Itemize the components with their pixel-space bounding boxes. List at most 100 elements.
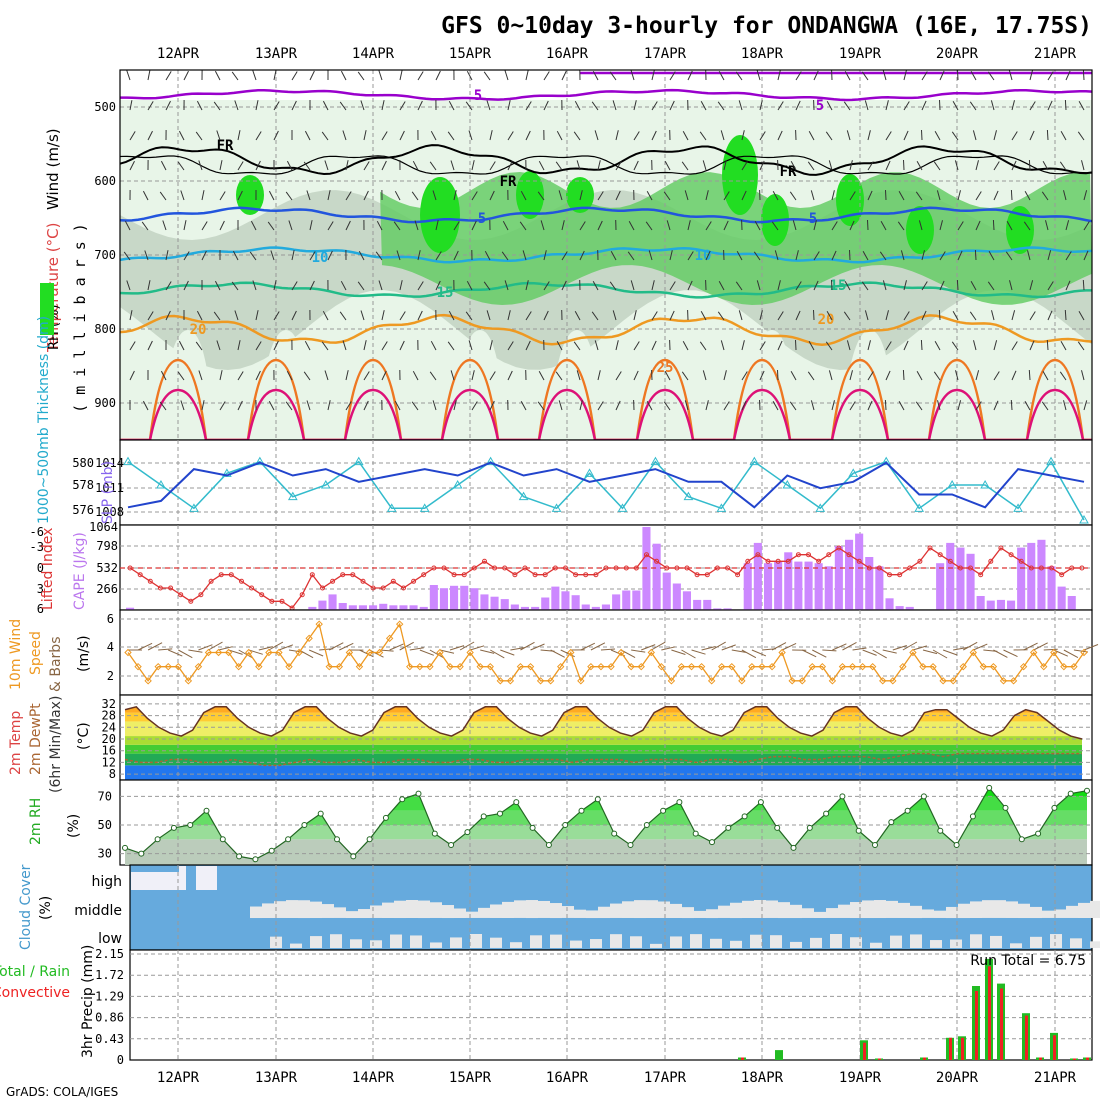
wind-barb [993,340,998,351]
tick-label: 0 [117,1053,124,1067]
wind-barb [137,642,153,651]
rh-point [317,810,324,817]
wind-barb [288,220,293,231]
cloud-cell [586,910,598,919]
wind-barb [357,281,365,291]
wind10-label-1: 10m Wind [8,619,24,690]
wind-barb [450,370,455,381]
cape-bar [845,539,854,610]
rh-point [236,853,243,860]
rh-point [855,827,862,834]
wind-barb [882,280,887,291]
wind-barb [1081,370,1085,381]
wind-barb [525,280,529,291]
wind-barb [756,70,761,81]
wind-barb [795,250,799,261]
rh-point [1035,830,1042,837]
wind-speed-point [657,662,666,671]
wind-barb [304,340,311,351]
rh-point [187,822,194,828]
cloud-cell [1066,905,1078,918]
lifted-index-point [947,558,953,564]
wind-barb [237,190,243,201]
wind-barb [612,310,617,321]
wind-barb [201,250,207,261]
wind-barb [399,641,414,651]
lifted-index-line [129,547,1082,609]
cloud-cell [1054,909,1066,918]
date-label-bottom: 16APR [546,1070,589,1086]
wind-barb [849,220,855,231]
wind-barb [520,400,527,411]
cloud-cell [646,900,658,918]
cape-bar [520,606,529,610]
wind-barb [1029,280,1034,291]
wind-barb [255,160,261,171]
precip-conv-bar [961,1037,964,1060]
contour-label: 25 [657,360,674,376]
wind-barb [417,310,423,321]
thickness-line [127,460,1085,521]
wind-speed-point [395,620,404,628]
wind-barb [231,71,239,81]
wind-barb [507,160,513,171]
wind-barb [520,641,535,651]
cape-bar [328,594,337,610]
wind-barb [648,250,653,261]
lifted-index-point [917,558,923,564]
wind-barb [936,190,941,201]
lifted-index-point [573,572,579,578]
wind-barb [682,130,689,141]
thickness-point [353,456,364,466]
cloud-cell [550,934,562,949]
wind-barb [237,130,241,141]
lifted-index-point [846,552,852,558]
contour-label: FR [217,138,234,154]
wind-barb [771,221,779,231]
wind-barb [255,310,259,321]
wind-barb [597,401,604,411]
wind-barb [646,401,653,411]
wind-speed-point [879,677,887,685]
wind-speed-point [446,662,454,671]
wind-barb [177,371,185,381]
wind-barb [447,341,455,351]
contour-label: 5 [474,88,482,104]
lifted-index-point [866,565,872,571]
wind-barb [992,219,995,231]
wind-barb [592,70,599,81]
thickness-point [782,479,793,489]
cloud-cell [930,940,942,948]
wind-barb [916,371,923,381]
wind-barb [1047,100,1053,111]
wind-barb [124,220,131,231]
wind-barb [633,160,639,171]
wind-barb [1008,70,1013,81]
wind-barb [711,641,726,651]
wind-barb [822,649,837,652]
rh-point [643,822,650,828]
wind-speed-point [406,662,414,671]
rh-point [872,842,878,848]
wind-barb [813,309,815,321]
cape-bar [450,585,459,610]
lifted-index-point [360,578,366,584]
precip-conv-bar [988,966,991,1060]
wind-barb [777,130,783,141]
wind-barb [483,281,491,291]
wind-barb [188,649,203,653]
tick-label: 70 [98,789,112,803]
wind-label: Wind (m/s) [44,128,62,210]
wind-barb [705,190,709,201]
wind-barb [735,71,743,81]
wind-barb [579,250,585,261]
wind-barb [663,401,671,411]
cloud-level-middle: middle [74,903,122,919]
lifted-index-point [157,585,163,591]
wind-barb [198,644,213,651]
wind-barb [915,191,923,201]
cape-bar [551,586,560,610]
wind-barb [216,340,221,351]
thickness-point [255,456,265,466]
tick-label: 266 [96,582,118,596]
